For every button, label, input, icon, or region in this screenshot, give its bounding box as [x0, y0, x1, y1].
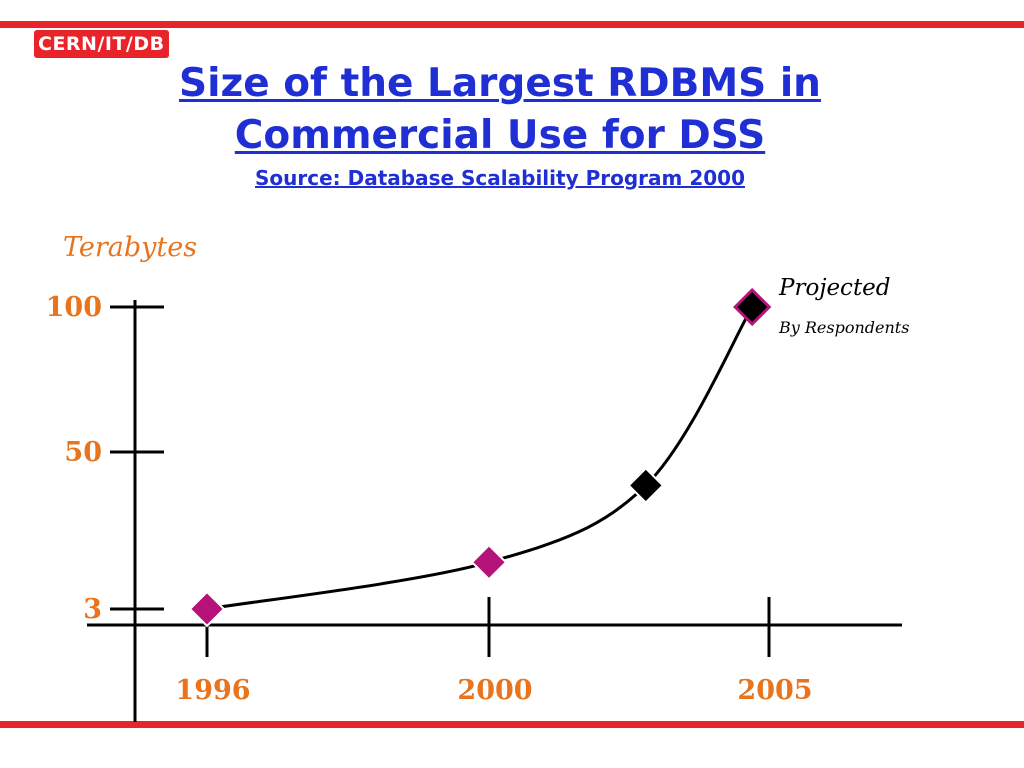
y-axis-label: Terabytes: [63, 232, 197, 263]
title-line-1: Size of the Largest RDBMS in: [179, 61, 821, 106]
y-ticks: 3 50 100: [46, 292, 164, 625]
x-tick-label: 1996: [175, 675, 250, 706]
page-subtitle: Source: Database Scalability Program 200…: [255, 166, 745, 190]
y-tick-label: 100: [46, 292, 102, 323]
series-line: [206, 306, 754, 611]
data-point: [470, 543, 508, 581]
annotation-respondents: By Respondents: [778, 318, 909, 337]
page-title: Size of the Largest RDBMS in Commercial …: [0, 58, 1000, 162]
bottom-rule: [0, 721, 1024, 728]
data-point: [733, 287, 772, 327]
x-tick-label: 2000: [457, 675, 532, 706]
title-line-2: Commercial Use for DSS: [234, 113, 766, 158]
top-rule: [0, 21, 1024, 28]
data-point: [627, 466, 665, 504]
y-tick-label: 3: [83, 594, 102, 625]
data-point: [188, 590, 226, 628]
annotation-projected: Projected: [778, 275, 891, 301]
y-tick-label: 50: [64, 437, 102, 468]
x-tick-label: 2005: [737, 675, 812, 706]
data-markers: [188, 287, 772, 628]
x-ticks: 1996 2000 2005: [175, 597, 813, 706]
cern-badge: CERN/IT/DB: [34, 30, 169, 58]
